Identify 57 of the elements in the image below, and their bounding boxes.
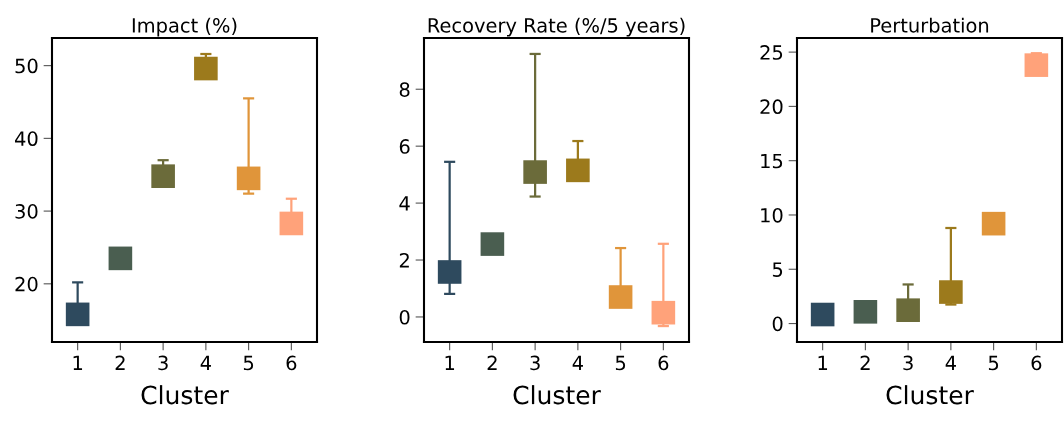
y-tick-label: 30 [15, 204, 38, 219]
x-tick-label: 2 [487, 355, 497, 370]
point [108, 246, 133, 271]
y-tick-label: 2 [399, 252, 409, 268]
x-tick-label: 6 [1031, 355, 1042, 371]
x-axis-title: Cluster [513, 385, 601, 405]
point [279, 211, 304, 236]
chart-title: Impact (%) [132, 17, 237, 37]
y-tick-label: 8 [399, 82, 410, 97]
point [194, 56, 218, 81]
y-tick-label: 40 [15, 131, 38, 147]
y-tick-label: 10 [761, 207, 783, 223]
x-axis-title: Cluster [886, 385, 974, 405]
point [896, 298, 920, 322]
x-axis-title: Cluster [141, 385, 229, 405]
point [437, 260, 462, 284]
x-tick-label: 6 [658, 355, 669, 371]
point [939, 280, 963, 304]
y-tick-label: 20 [760, 99, 783, 115]
x-tick-label: 4 [572, 355, 583, 370]
y-tick-label: 20 [15, 276, 38, 292]
x-tick-label: 2 [860, 355, 870, 370]
y-tick-label: 15 [761, 153, 783, 169]
y-tick-label: 50 [15, 58, 38, 74]
point [151, 164, 175, 188]
x-tick-label: 5 [243, 355, 254, 371]
y-tick-label: 6 [399, 139, 410, 154]
x-tick-label: 1 [73, 355, 83, 370]
x-tick-label: 3 [530, 355, 540, 371]
chart-title: Perturbation [871, 17, 989, 33]
x-tick-label: 1 [445, 355, 455, 370]
point [981, 211, 1006, 236]
y-tick-label: 0 [772, 316, 783, 332]
x-tick-label: 1 [818, 355, 828, 370]
x-tick-label: 4 [200, 355, 211, 370]
point [236, 166, 261, 191]
point [1024, 53, 1049, 77]
point [810, 302, 835, 327]
y-tick-label: 25 [760, 45, 783, 60]
x-tick-label: 6 [286, 355, 297, 371]
y-tick-label: 0 [399, 309, 410, 325]
x-tick-label: 3 [158, 355, 168, 371]
point [651, 300, 676, 325]
y-tick-label: 4 [399, 196, 410, 211]
point [65, 302, 90, 327]
x-tick-label: 2 [115, 355, 125, 370]
point [523, 160, 547, 184]
x-tick-label: 5 [615, 355, 626, 371]
point [608, 285, 633, 309]
point [480, 232, 505, 256]
point [853, 300, 878, 324]
chart-title: Recovery Rate (%/5 years) [428, 17, 685, 37]
x-tick-label: 3 [903, 355, 913, 371]
x-tick-label: 4 [945, 355, 956, 370]
y-tick-label: 5 [772, 262, 783, 277]
x-tick-label: 5 [988, 355, 999, 371]
point [566, 158, 590, 183]
